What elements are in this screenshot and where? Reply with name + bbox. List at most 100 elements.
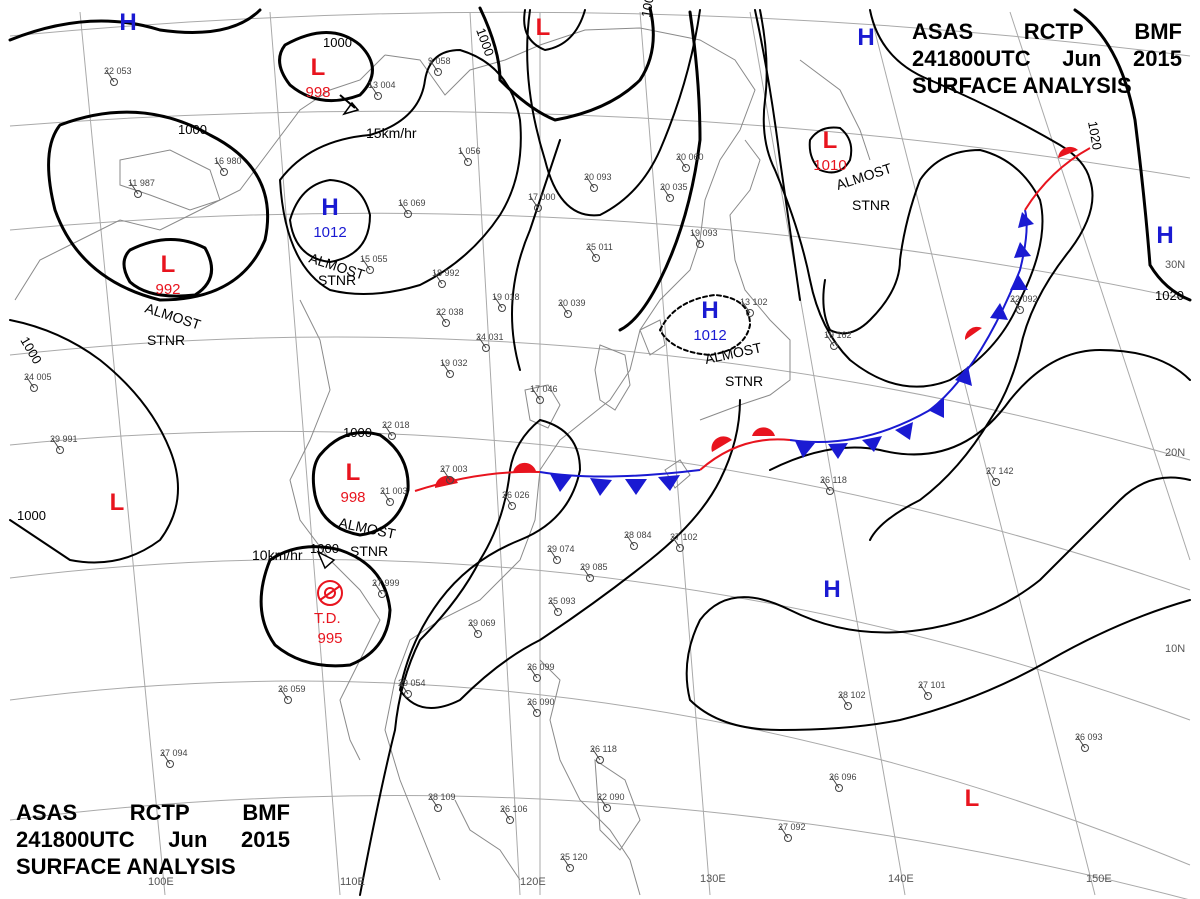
station-circle-icon bbox=[992, 478, 1000, 486]
station-plot: 26 090 bbox=[527, 697, 555, 717]
stnr-label: STNR bbox=[147, 332, 185, 348]
warm-front-line bbox=[699, 438, 791, 471]
station-plot: 21 003 bbox=[380, 486, 408, 506]
station-value: 27 101 bbox=[918, 680, 946, 690]
station-circle-icon bbox=[134, 190, 142, 198]
station-circle-icon bbox=[536, 396, 544, 404]
station-value: 20 093 bbox=[584, 172, 612, 182]
station-circle-icon bbox=[56, 446, 64, 454]
station-plot: 29 991 bbox=[50, 434, 78, 454]
station-value: 26 093 bbox=[1075, 732, 1103, 742]
station-value: 22 092 bbox=[1010, 294, 1038, 304]
header-code: BMF bbox=[1134, 19, 1182, 44]
station-value: 22 018 bbox=[382, 420, 410, 430]
station-value: 29 069 bbox=[468, 618, 496, 628]
header-station: RCTP bbox=[129, 800, 190, 825]
central-pressure-value: 1012 bbox=[693, 327, 726, 344]
cold-front-symbol bbox=[862, 436, 882, 452]
isobar-label: 1000 bbox=[17, 508, 46, 523]
station-circle-icon bbox=[506, 816, 514, 824]
station-value: 26 059 bbox=[278, 684, 306, 694]
station-circle-icon bbox=[666, 194, 674, 202]
warm-front-symbol bbox=[1058, 146, 1078, 158]
station-plot: 13 102 bbox=[740, 297, 768, 317]
station-plot: 26 118 bbox=[590, 744, 617, 764]
warm-front-symbol bbox=[964, 326, 982, 340]
station-circle-icon bbox=[1016, 306, 1024, 314]
station-value: 22 090 bbox=[597, 792, 625, 802]
low-pressure-label: L bbox=[346, 459, 361, 486]
station-circle-icon bbox=[844, 702, 852, 710]
isobar-label: 1000 bbox=[343, 425, 372, 440]
isobar-label: 1020 bbox=[1155, 288, 1184, 303]
station-value: 26 106 bbox=[500, 804, 528, 814]
station-circle-icon bbox=[676, 544, 684, 552]
header-title: SURFACE ANALYSIS bbox=[16, 854, 236, 879]
cold-front-symbol bbox=[928, 398, 944, 418]
low-pressure-label: L bbox=[536, 14, 551, 41]
station-circle-icon bbox=[696, 240, 704, 248]
station-circle-icon bbox=[438, 280, 446, 288]
station-value: 28 102 bbox=[838, 690, 866, 700]
station-value: 25 120 bbox=[560, 852, 588, 862]
central-pressure-value: 992 bbox=[155, 281, 180, 298]
cold-front-symbol bbox=[1014, 242, 1031, 258]
station-plot: 28 084 bbox=[624, 530, 652, 550]
station-plot: 20 035 bbox=[660, 182, 688, 202]
low-pressure-label: L bbox=[823, 127, 838, 154]
station-plot: 9 058 bbox=[428, 56, 451, 76]
tropical-depression-symbol bbox=[317, 580, 343, 606]
central-pressure-value: 998 bbox=[305, 84, 330, 101]
station-value: 13 004 bbox=[368, 80, 396, 90]
station-circle-icon bbox=[30, 384, 38, 392]
station-circle-icon bbox=[534, 204, 542, 212]
frontal-boundary bbox=[414, 146, 1091, 496]
header-product: ASAS bbox=[912, 19, 974, 44]
station-plot: 20 060 bbox=[676, 152, 704, 172]
station-circle-icon bbox=[166, 760, 174, 768]
station-plot: 26 093 bbox=[1075, 732, 1103, 752]
station-plot: 19 032 bbox=[440, 358, 468, 378]
low-pressure-label: L bbox=[110, 489, 125, 516]
motion-arrow bbox=[316, 550, 336, 570]
low-pressure-label: L bbox=[161, 251, 176, 278]
station-value: 27 999 bbox=[372, 578, 400, 588]
station-circle-icon bbox=[566, 864, 574, 872]
station-value: 27 092 bbox=[778, 822, 806, 832]
motion-speed-label: 15km/hr bbox=[366, 125, 417, 141]
station-value: 19 162 bbox=[824, 330, 852, 340]
station-plot: 16 980 bbox=[214, 156, 242, 176]
station-value: 26 118 bbox=[820, 475, 847, 485]
station-plot: 26 118 bbox=[820, 475, 847, 495]
lon-label: 100E bbox=[148, 876, 174, 888]
station-circle-icon bbox=[434, 804, 442, 812]
station-circle-icon bbox=[533, 709, 541, 717]
station-plot: 28 102 bbox=[838, 690, 866, 710]
central-pressure-value: 1010 bbox=[813, 157, 846, 174]
station-circle-icon bbox=[464, 158, 472, 166]
station-plots: 22 053 13 004 9 058 1 056 16 069 18 992 19 018… bbox=[24, 56, 1103, 872]
station-value: 27 142 bbox=[986, 466, 1014, 476]
station-plot: 20 093 bbox=[584, 172, 612, 192]
isobar-label: 1000 bbox=[638, 0, 658, 19]
station-circle-icon bbox=[386, 498, 394, 506]
cold-front-symbol bbox=[795, 441, 815, 458]
lon-label: 130E bbox=[700, 873, 726, 885]
lon-label: 120E bbox=[520, 876, 546, 888]
station-circle-icon bbox=[446, 370, 454, 378]
station-plot: 17 000 bbox=[528, 192, 556, 212]
station-plot: 27 094 bbox=[160, 748, 188, 768]
station-plot: 22 053 bbox=[104, 66, 132, 86]
header-month: Jun bbox=[168, 827, 208, 852]
cold-front-symbol bbox=[895, 422, 913, 440]
station-circle-icon bbox=[564, 310, 572, 318]
station-value: 25 011 bbox=[586, 242, 613, 252]
isobar-label: 1020 bbox=[1085, 120, 1105, 151]
station-plot: 28 109 bbox=[428, 792, 456, 812]
station-circle-icon bbox=[110, 78, 118, 86]
cold-front-symbol bbox=[625, 479, 647, 495]
high-pressure-label: H bbox=[1156, 222, 1173, 249]
station-plot: 29 069 bbox=[468, 618, 496, 638]
station-value: 26 026 bbox=[502, 490, 530, 500]
lat-label: 10N bbox=[1165, 643, 1185, 655]
